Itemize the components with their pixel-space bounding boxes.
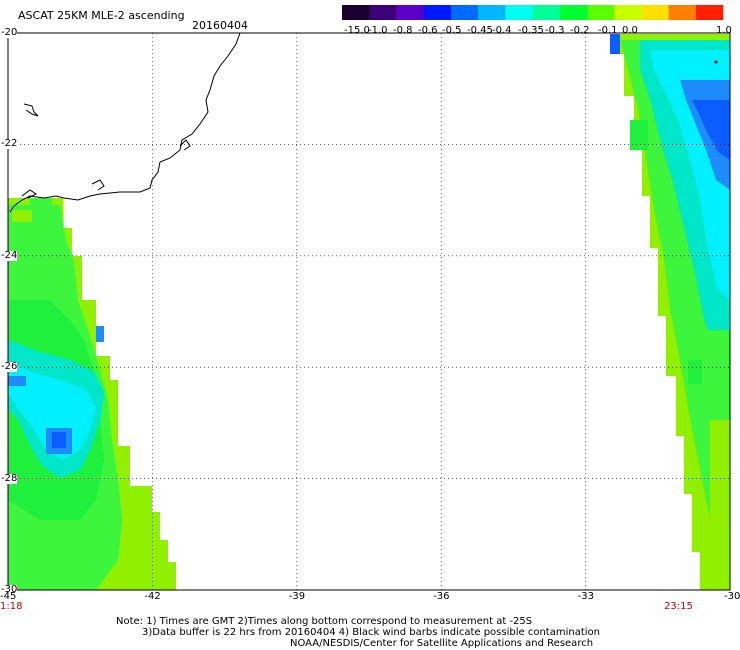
left-swath	[8, 198, 176, 590]
note-line-2: 3)Data buffer is 22 hrs from 20160404 4)…	[142, 627, 600, 638]
colorbar-tick-label: 0.0	[622, 25, 638, 36]
lon-tick-label: -36	[433, 591, 450, 602]
note-line-1: Note: 1) Times are GMT 2)Times along bot…	[116, 616, 533, 627]
lat-tick-label: -30	[1, 584, 18, 595]
note-line-3: NOAA/NESDIS/Center for Satellite Applica…	[290, 638, 594, 649]
colorbar-labels: -15.0 -1.0 -0.8 -0.6 -0.5 -0.45 -0.4 -0.35 -0.3-…	[0, 26, 740, 38]
colorbar-segment	[559, 5, 588, 20]
colorbar-segment	[505, 5, 534, 20]
colorbar-tick-label: -1.0	[368, 25, 388, 36]
lat-tick-label: -26	[1, 361, 18, 373]
right-time-label: 23:15	[664, 601, 693, 612]
colorbar-segment	[342, 5, 370, 20]
colorbar-tick-label: -0.45	[467, 25, 493, 36]
lon-tick-label: -33	[577, 591, 594, 602]
colorbar-tick-label: -0.35	[518, 25, 544, 36]
coastline	[9, 32, 241, 213]
lon-tick-label: -30	[724, 591, 740, 602]
map-date: 20160404	[192, 19, 248, 32]
colorbar-tick-label: -0.3	[545, 25, 565, 36]
colorbar-gradient	[342, 5, 723, 20]
colorbar-tick-label: -0.8	[393, 25, 413, 36]
colorbar-segment	[478, 5, 506, 20]
lon-tick-label: -45	[0, 591, 17, 602]
colorbar-segment	[641, 5, 670, 20]
map-frame	[7, 32, 731, 591]
right-swath	[610, 34, 730, 590]
colorbar-segment	[450, 5, 479, 20]
colorbar-tick-label: -15.0	[344, 25, 370, 36]
grid-lines	[8, 33, 730, 590]
colorbar-segment	[668, 5, 697, 20]
colorbar-segment	[532, 5, 561, 20]
colorbar-tick-label: 1.0	[716, 25, 732, 36]
colorbar-tick-label: -0.6	[418, 25, 438, 36]
lat-tick-label: -22	[1, 138, 18, 150]
colorbar-segment	[369, 5, 398, 20]
wind-barb-marker	[714, 60, 718, 64]
colorbar-segment	[695, 5, 723, 20]
colorbar-tick-label: -0.4	[492, 25, 512, 36]
colorbar-segment	[423, 5, 452, 20]
colorbar-tick-label: -0.2	[570, 25, 590, 36]
map-title: ASCAT 25KM MLE-2 ascending	[18, 9, 185, 22]
colorbar	[342, 5, 723, 20]
lat-tick-label: -28	[1, 472, 18, 484]
colorbar-tick-label: -0.5	[442, 25, 462, 36]
colorbar-tick-label: -0.1	[598, 25, 618, 36]
lon-tick-label: -42	[144, 591, 161, 602]
colorbar-segment	[396, 5, 425, 20]
left-time-label: 1:18	[0, 601, 23, 612]
lon-tick-label: -39	[288, 591, 306, 602]
colorbar-segment	[614, 5, 642, 20]
colorbar-segment	[586, 5, 615, 20]
lat-tick-label: -20	[1, 27, 18, 38]
lat-tick-label: -24	[1, 249, 18, 261]
